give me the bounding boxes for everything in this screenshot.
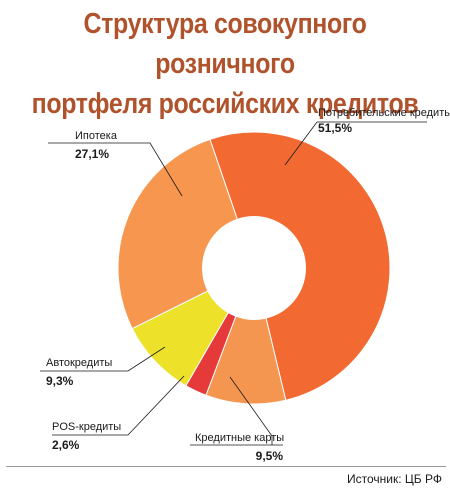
slice-label: Потребительские кредиты <box>318 107 450 119</box>
callout-ipoteka: Ипотека 27,1% <box>48 130 183 197</box>
callout-pos: POS-кредиты 2,6% <box>52 375 185 452</box>
slice-value-label: 9,3% <box>46 374 74 388</box>
slice-label: POS-кредиты <box>52 421 121 433</box>
slice-value-label: 2,6% <box>52 438 80 452</box>
slice-label: Ипотека <box>75 130 118 142</box>
slice-value-label: 51,5% <box>318 121 352 135</box>
chart-title-line-1: Структура совокупного розничного <box>83 8 367 80</box>
callout-potrebitelskie: Потребительские кредиты 51,5% <box>284 107 450 166</box>
donut-slice-1 <box>205 266 287 405</box>
callout-line <box>40 346 166 372</box>
slice-value-label: 9,5% <box>256 449 284 463</box>
slice-label: Кредитные карты <box>195 432 284 444</box>
chart-title-line-2: портфеля российских кредитов <box>31 88 419 120</box>
callout-avtokredity: Автокредиты 9,3% <box>40 346 166 388</box>
callout-line <box>229 376 273 445</box>
donut-hole <box>202 216 306 320</box>
callout-kreditnye-karty: Кредитные карты 9,5% <box>190 376 284 463</box>
footer-divider <box>6 466 446 467</box>
callout-line <box>284 121 427 166</box>
slice-value-label: 27,1% <box>75 147 109 161</box>
slice-label: Автокредиты <box>46 357 112 369</box>
source-note: Источник: ЦБ РФ <box>347 472 442 486</box>
callout-line <box>48 142 183 197</box>
callout-line <box>52 375 185 436</box>
chart-title: Структура совокупного розничного портфел… <box>32 4 419 124</box>
